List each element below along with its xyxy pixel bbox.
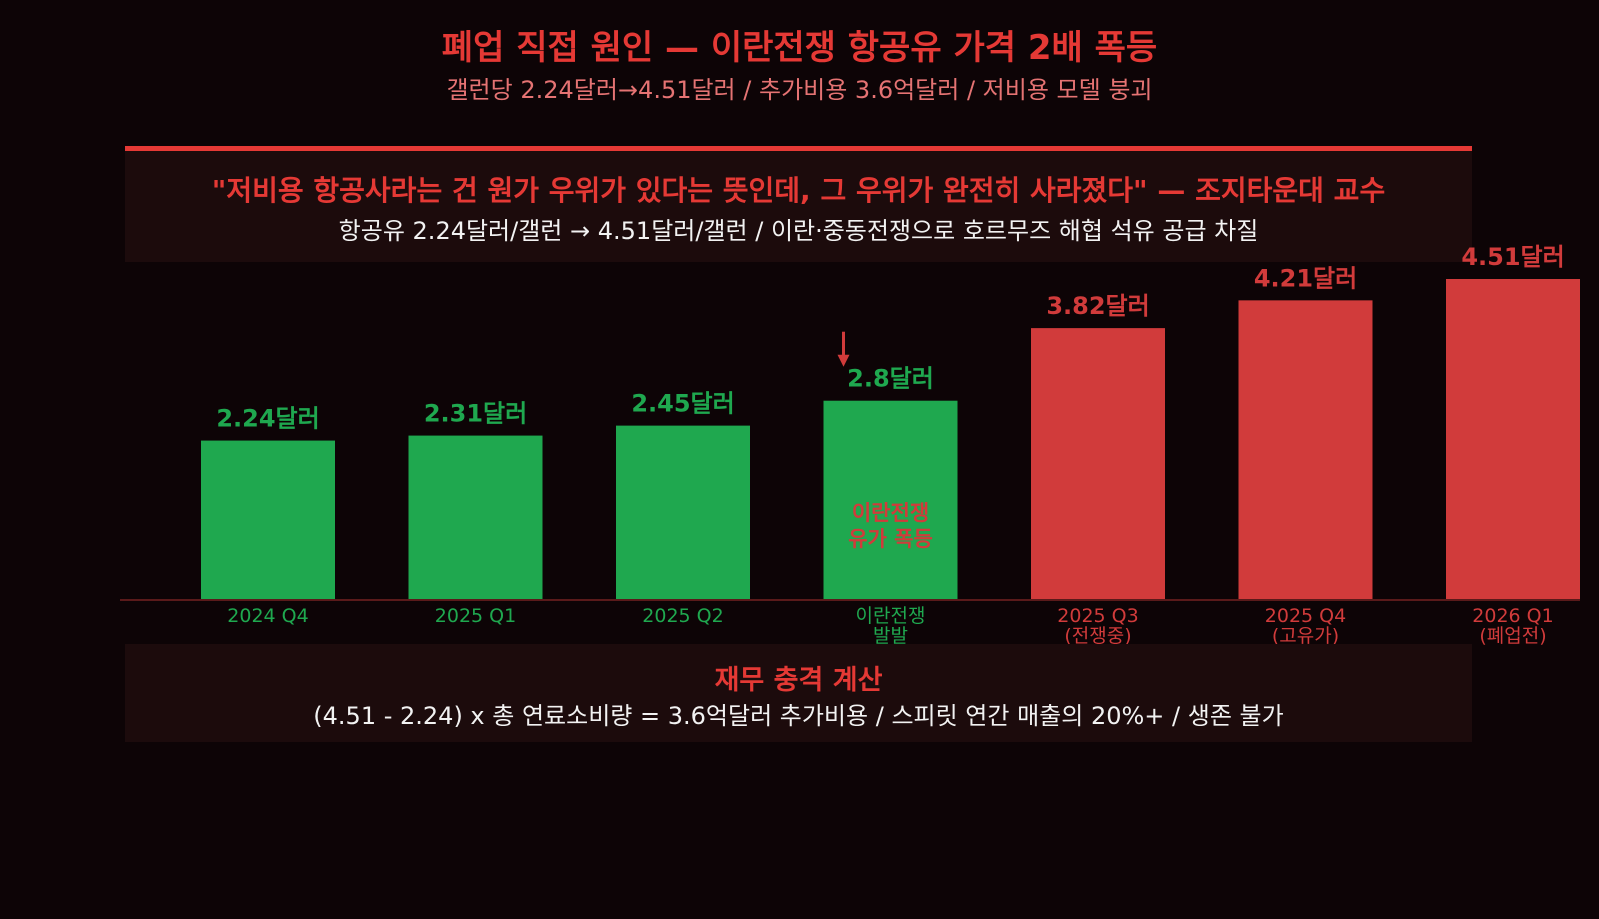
bar-4 <box>1031 328 1165 600</box>
bar-2 <box>616 426 750 600</box>
x-tick-label-0-0: 2024 Q4 <box>227 605 308 627</box>
bar-value-label-3: 2.8달러 <box>847 365 934 393</box>
bar-value-label-6: 4.51달러 <box>1461 243 1564 271</box>
annotation-arrow-head <box>838 355 850 367</box>
quote-detail: 항공유 2.24달러/갤런 → 4.51달러/갤런 / 이란·중동전쟁으로 호르… <box>125 211 1472 246</box>
x-tick-label-3-0: 이란전쟁 <box>856 605 926 627</box>
bar-5 <box>1239 300 1373 600</box>
page-title: 폐업 직접 원인 — 이란전쟁 항공유 가격 2배 폭등 <box>0 20 1599 69</box>
bar-value-label-1: 2.31달러 <box>424 400 527 428</box>
x-tick-label-2-0: 2025 Q2 <box>642 605 723 627</box>
annotation-text-0: 이란전쟁 <box>852 501 929 525</box>
x-tick-label-4-0: 2025 Q3 <box>1057 605 1138 627</box>
quote-text: "저비용 항공사라는 건 원가 우위가 있다는 뜻인데, 그 우위가 완전히 사… <box>125 169 1472 209</box>
calc-text: (4.51 - 2.24) x 총 연료소비량 = 3.6억달러 추가비용 / … <box>125 696 1472 731</box>
bar-3 <box>824 401 958 600</box>
bar-value-label-4: 3.82달러 <box>1046 292 1149 320</box>
annotation-text-1: 유가 폭등 <box>848 527 933 551</box>
x-tick-label-6-1: (폐업전) <box>1479 625 1546 647</box>
bar-value-label-2: 2.45달러 <box>631 390 734 418</box>
x-tick-label-1-0: 2025 Q1 <box>435 605 516 627</box>
page-subtitle: 갤런당 2.24달러→4.51달러 / 추가비용 3.6억달러 / 저비용 모델… <box>0 70 1599 105</box>
bar-value-label-0: 2.24달러 <box>216 405 319 433</box>
bar-value-label-5: 4.21달러 <box>1254 264 1357 292</box>
calc-title: 재무 충격 계산 <box>125 658 1472 697</box>
calc-box: 재무 충격 계산 (4.51 - 2.24) x 총 연료소비량 = 3.6억달… <box>125 644 1472 742</box>
x-tick-label-6-0: 2026 Q1 <box>1472 605 1553 627</box>
x-tick-label-5-0: 2025 Q4 <box>1265 605 1346 627</box>
quote-box: "저비용 항공사라는 건 원가 우위가 있다는 뜻인데, 그 우위가 완전히 사… <box>125 146 1472 262</box>
bar-6 <box>1446 279 1580 600</box>
bar-0 <box>201 441 335 600</box>
bar-1 <box>409 436 543 600</box>
